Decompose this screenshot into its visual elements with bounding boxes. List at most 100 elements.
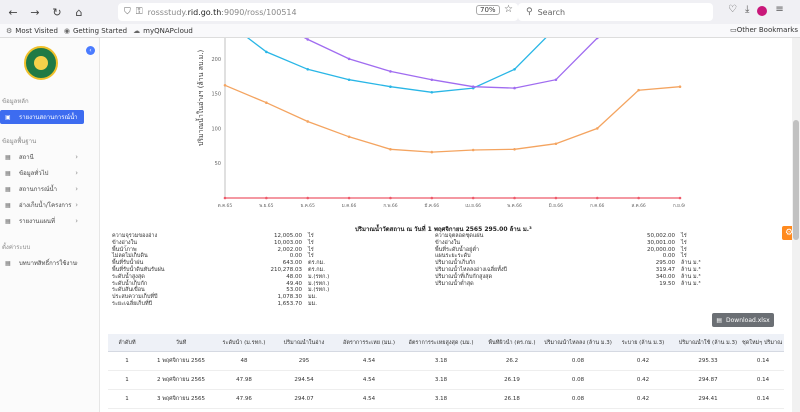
back-icon[interactable]: ← — [8, 5, 18, 19]
column-header[interactable]: วันที่ — [175, 339, 187, 346]
sidebar-item-water-situation[interactable]: ▦ สถานการณ์น้ำ › — [5, 185, 78, 193]
table-cell: 0.42 — [636, 358, 650, 364]
data-point — [389, 196, 392, 200]
column-header[interactable]: ระบาย (ล้าน ม.3) — [621, 339, 665, 346]
summary-row: พื้นที่รับน้ำฝน 643.00 ตร.กม. — [112, 260, 352, 267]
data-point — [471, 148, 475, 152]
summary-unit: ม.(รทก.) — [308, 287, 330, 294]
summary-unit: ไร่ — [681, 239, 687, 246]
file-icon: ▤ — [716, 316, 723, 324]
logo — [24, 46, 58, 80]
summary-label: พื้นที่ระดับน้ำอยู่ต่ำ — [435, 246, 480, 253]
data-point — [347, 78, 351, 82]
data-point — [389, 70, 392, 73]
grid-icon: ▦ — [5, 185, 11, 193]
data-point — [223, 196, 227, 200]
summary-row: พื้นที่รับน้ำดินทันรับฝน 210,278.03 ตร.กม. — [112, 267, 352, 274]
sidebar-item-general[interactable]: ▦ ข้อมูลทั่วไป › — [5, 169, 78, 177]
menu-icon[interactable]: ≡ — [775, 4, 784, 15]
table-cell: 0.14 — [756, 377, 770, 383]
zoom-level[interactable]: 70% — [476, 5, 500, 15]
table-cell: 294.54 — [294, 377, 314, 383]
summary-value: 12,005.00 — [274, 233, 302, 239]
forward-icon[interactable]: → — [30, 5, 40, 19]
search-input[interactable]: ⚲ Search — [518, 3, 713, 21]
column-header[interactable]: ปริมาณน้ำในอ่าง — [283, 339, 325, 346]
series-line-1 — [246, 38, 547, 93]
sidebar-item-reservoir[interactable]: ▦ อ่างเก็บน้ำ/โครงการ › — [5, 201, 78, 209]
download-xlsx-button[interactable]: ▤ Download.xlsx — [712, 313, 774, 327]
summary-value: 0.00 — [289, 253, 302, 260]
download-icon[interactable]: ⤓ — [744, 4, 750, 15]
x-tick-label: ก.พ.66 — [383, 203, 397, 208]
summary-label: พื้นที่รับน้ำดินทันรับฝน — [112, 266, 165, 273]
data-point — [306, 196, 310, 200]
column-header[interactable]: ชุดใหม่ๆ ปริมาณ (ล้าน — [742, 339, 784, 346]
data-point — [430, 78, 434, 82]
profile-avatar[interactable] — [757, 6, 768, 16]
scrollbar-thumb[interactable] — [793, 120, 799, 240]
summary-label: ระดับน้ำเก็บกัก — [112, 280, 148, 287]
x-tick-label: พ.ค.66 — [507, 203, 522, 208]
data-point — [678, 85, 682, 88]
column-header[interactable]: อัตราการระเหยสูงสุด (มม.) — [408, 339, 474, 346]
sidebar-item-roles[interactable]: ▦ บทบาทสิทธิ์การใช้งาน › — [5, 259, 78, 267]
summary-label: ปริมาณน้ำที่เก็บกักสูงสุด — [435, 273, 493, 280]
other-bookmarks[interactable]: ▭ Other Bookmarks — [730, 26, 798, 34]
summary-value: 49.40 — [286, 280, 302, 287]
summary-title: ปริมาณน้ำวัดสถาน ณ วันที่ 1 พฤศจิกายน 25… — [355, 226, 532, 233]
summary-label: ปริมาณน้ำไหลลงอ่างเฉลี่ยทั้งปี — [435, 266, 508, 273]
summary-label: ระดับน้ำสูงสุด — [112, 273, 145, 280]
column-header[interactable]: ระดับน้ำ (ม.รทก.) — [222, 339, 266, 346]
x-tick-label: ต.ค.65 — [218, 203, 233, 208]
x-tick-label: พ.ย.65 — [259, 203, 273, 208]
summary-value: 295.00 — [655, 260, 675, 267]
summary-unit: ไร่ — [308, 253, 314, 260]
column-header[interactable]: ลำดับที่ — [118, 339, 136, 346]
bookmark-star-icon[interactable]: ☆ — [504, 4, 513, 15]
summary-row: ความจุรวมของอ่าง 12,005.00 ไร่ — [112, 233, 352, 240]
summary-row: ความจุตลอดชุดแผ่น 50,002.00 ไร่ — [435, 233, 735, 240]
bookmark-getting-started[interactable]: ◉ Getting Started — [63, 26, 128, 35]
url-bar[interactable]: ⛉ ⚿ rossstudy.rid.go.th:9090/ross/100514 — [118, 3, 518, 21]
data-point — [306, 68, 310, 71]
data-point — [306, 120, 310, 123]
grid-icon: ▦ — [5, 169, 11, 177]
summary-value: 2,002.00 — [277, 246, 303, 253]
column-header[interactable]: ปริมาณน้ำไหลลง (ล้าน ม.3) — [544, 339, 612, 346]
table-cell: 294.87 — [698, 377, 718, 383]
summary-value: 50,002.00 — [647, 233, 675, 239]
bookmark-myqnapcloud[interactable]: ☁ myQNAPcloud — [133, 26, 193, 35]
sidebar-item-station[interactable]: ▦ สถานี › — [5, 153, 78, 161]
data-table: ลำดับที่ วันที่ ระดับน้ำ (ม.รทก.) ปริมาณน้ำ… — [108, 334, 784, 409]
collapse-sidebar-button[interactable]: ‹ — [86, 46, 95, 55]
data-point — [595, 196, 599, 200]
table-cell: 0.14 — [756, 396, 770, 402]
data-point — [306, 38, 310, 41]
summary-left: ความจุรวมของอ่าง 12,005.00 ไร่ ข้างอ่างใน 10… — [112, 233, 352, 308]
summary-value: 53.00 — [286, 287, 302, 294]
chevron-right-icon: › — [75, 153, 78, 161]
home-icon[interactable]: ⌂ — [75, 5, 83, 19]
reload-icon[interactable]: ↻ — [52, 5, 62, 19]
summary-unit: มม. — [308, 300, 317, 307]
summary-row: พื้นที่ระดับน้ำอยู่ต่ำ 20,000.00 ไร่ — [435, 247, 735, 254]
browser-toolbar: ← → ↻ ⌂ ⛉ ⚿ rossstudy.rid.go.th:9090/ros… — [0, 0, 800, 24]
summary-value: 10,003.00 — [274, 239, 302, 246]
chevron-right-icon: › — [75, 259, 78, 267]
sidebar-item-map-report[interactable]: ▦ รายงานแผนที่ › — [5, 217, 78, 225]
sidebar-item-water-report[interactable]: ▣ รายงานสถานการณ์น้ำ — [0, 110, 84, 124]
pocket-icon[interactable]: ♡ — [728, 4, 737, 15]
column-header[interactable]: ปริมาณน้ำใช้ (ล้าน ม.3) — [678, 339, 738, 346]
summary-value: 0.00 — [662, 253, 675, 260]
column-header[interactable]: อัตราการระเหย (มม.) — [343, 339, 395, 346]
data-point — [265, 50, 268, 54]
bookmarks-bar: ⚙ Most Visited ◉ Getting Started ☁ myQNAPcl… — [0, 24, 800, 38]
data-point — [554, 78, 558, 82]
table-cell: 1 — [125, 358, 129, 364]
bookmark-most-visited[interactable]: ⚙ Most Visited — [6, 26, 58, 35]
chevron-right-icon: › — [75, 217, 78, 225]
x-tick-label: เม.ย.66 — [465, 203, 481, 208]
column-header[interactable]: พื้นที่ผิวน้ำ (ตร.กม.) — [488, 339, 536, 346]
summary-row: ปริมาณน้ำไหลลงอ่างเฉลี่ยทั้งปี 319.47 ล้าน… — [435, 267, 735, 274]
